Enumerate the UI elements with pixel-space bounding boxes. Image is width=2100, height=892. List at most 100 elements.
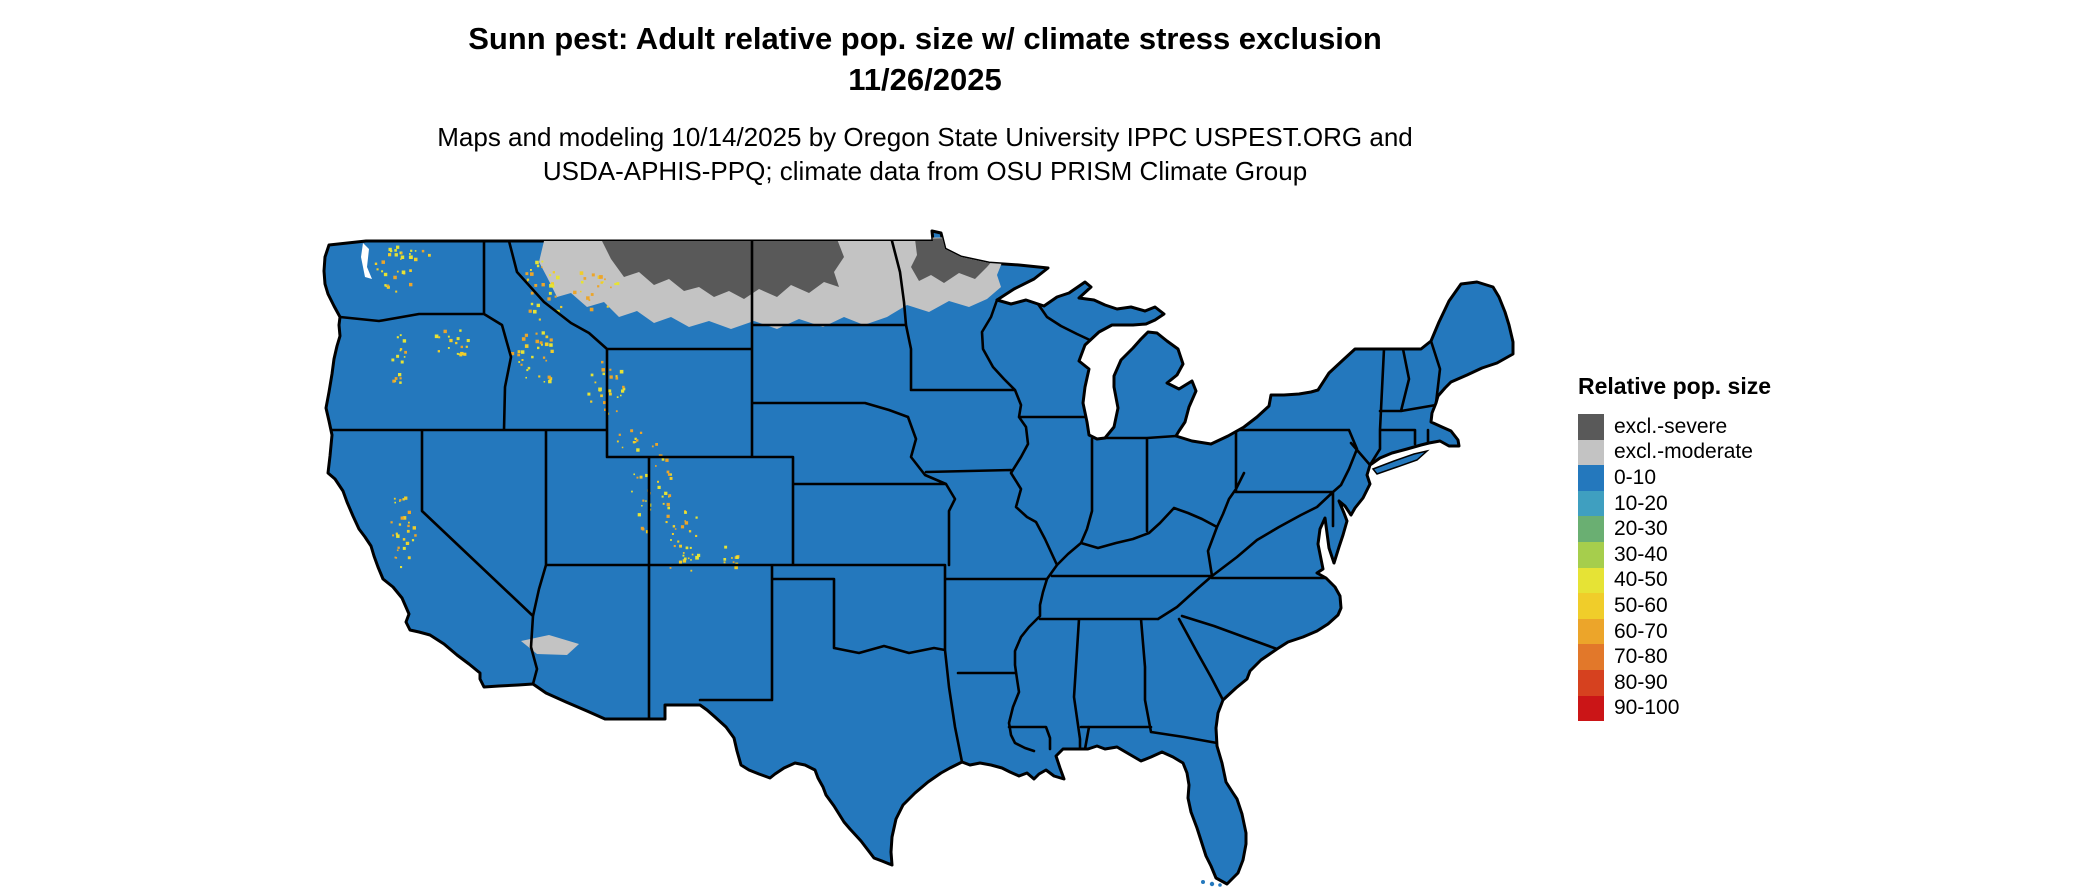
subtitle-line-2: USDA-APHIS-PPQ; climate data from OSU PR…	[542, 156, 1308, 186]
speckle	[666, 470, 670, 474]
speckle	[393, 275, 397, 280]
speckle	[399, 381, 402, 384]
speckle	[409, 269, 412, 272]
speckle	[398, 523, 402, 526]
exclusion-moderate-blob-sw	[521, 635, 579, 655]
legend-item: 40-50	[1578, 567, 1878, 594]
speckle	[645, 473, 649, 478]
speckle	[665, 458, 669, 462]
speckle	[511, 352, 515, 356]
exclusion-zones	[521, 237, 1005, 655]
map-title: Sunn pest: Adult relative pop. size w/ c…	[300, 18, 1550, 100]
speckle	[550, 349, 554, 353]
legend-item: 70-80	[1578, 644, 1878, 670]
speckle	[545, 335, 549, 339]
speckle	[615, 377, 619, 380]
speckle	[395, 557, 398, 559]
speckle	[381, 260, 385, 264]
speckle	[687, 557, 690, 560]
speckle	[597, 285, 600, 288]
legend-swatch	[1578, 567, 1604, 594]
speckle	[400, 566, 403, 569]
speckle	[677, 540, 680, 543]
speckle	[456, 337, 460, 341]
speckle	[538, 375, 541, 378]
speckle	[684, 511, 687, 514]
legend-item: excl.-severe	[1578, 414, 1878, 440]
speckle	[541, 260, 544, 263]
speckle	[428, 253, 431, 257]
speckle	[394, 380, 397, 382]
speckle	[402, 498, 405, 501]
speckle	[400, 255, 405, 259]
speckle	[530, 291, 534, 295]
speckle	[403, 356, 406, 358]
speckle	[666, 502, 670, 507]
speckle	[460, 345, 463, 349]
speckle	[633, 473, 635, 476]
speckle	[603, 401, 606, 405]
speckle	[396, 534, 400, 538]
map-figure	[299, 227, 1524, 887]
speckle	[383, 272, 388, 277]
legend-item-label: 40-50	[1614, 568, 1668, 592]
speckle	[549, 343, 553, 347]
legend-swatch	[1578, 465, 1604, 491]
speckle	[412, 526, 416, 530]
speckle	[402, 516, 407, 520]
speckle	[535, 332, 538, 335]
speckle	[463, 352, 467, 356]
speckle	[615, 375, 618, 378]
speckle	[456, 352, 459, 355]
speckle	[690, 559, 692, 561]
speckle	[666, 514, 670, 518]
speckle	[466, 339, 470, 343]
speckle	[600, 281, 603, 284]
speckle	[551, 284, 555, 288]
speckle	[526, 369, 529, 372]
speckle	[680, 525, 685, 529]
speckle	[394, 377, 398, 380]
speckle	[661, 495, 664, 498]
speckle	[664, 491, 668, 495]
speckle	[589, 307, 594, 312]
speckle	[387, 284, 390, 287]
speckle	[560, 305, 563, 309]
florida-keys-island	[1218, 883, 1222, 887]
speckle	[400, 258, 402, 260]
speckle	[438, 336, 441, 339]
speckle	[695, 555, 699, 560]
legend-swatch	[1578, 490, 1604, 517]
speckle	[673, 545, 676, 548]
speckle	[517, 353, 521, 357]
speckle	[639, 475, 643, 479]
speckle	[549, 338, 553, 342]
legend-item-label: 60-70	[1614, 619, 1668, 643]
speckle	[392, 379, 396, 383]
speckle	[734, 565, 738, 570]
speckle	[682, 552, 685, 554]
speckle	[396, 245, 400, 249]
florida-keys-island	[1209, 881, 1215, 887]
speckle	[640, 526, 644, 530]
speckle	[411, 539, 415, 542]
speckle	[374, 262, 378, 265]
speckle	[615, 410, 618, 413]
legend-item-label: excl.-severe	[1614, 414, 1728, 438]
speckle	[400, 516, 404, 520]
speckle	[645, 500, 647, 502]
speckle	[524, 344, 529, 348]
speckle	[599, 275, 603, 279]
legend-item: 30-40	[1578, 541, 1878, 568]
speckle	[548, 379, 552, 384]
speckle	[665, 521, 668, 524]
speckle	[556, 275, 560, 280]
speckle	[583, 277, 587, 280]
speckle	[397, 546, 400, 549]
speckle	[606, 305, 609, 308]
exclusion-severe-band-west	[602, 239, 844, 299]
speckle	[392, 534, 395, 537]
speckle	[689, 546, 692, 549]
speckle	[678, 560, 682, 564]
